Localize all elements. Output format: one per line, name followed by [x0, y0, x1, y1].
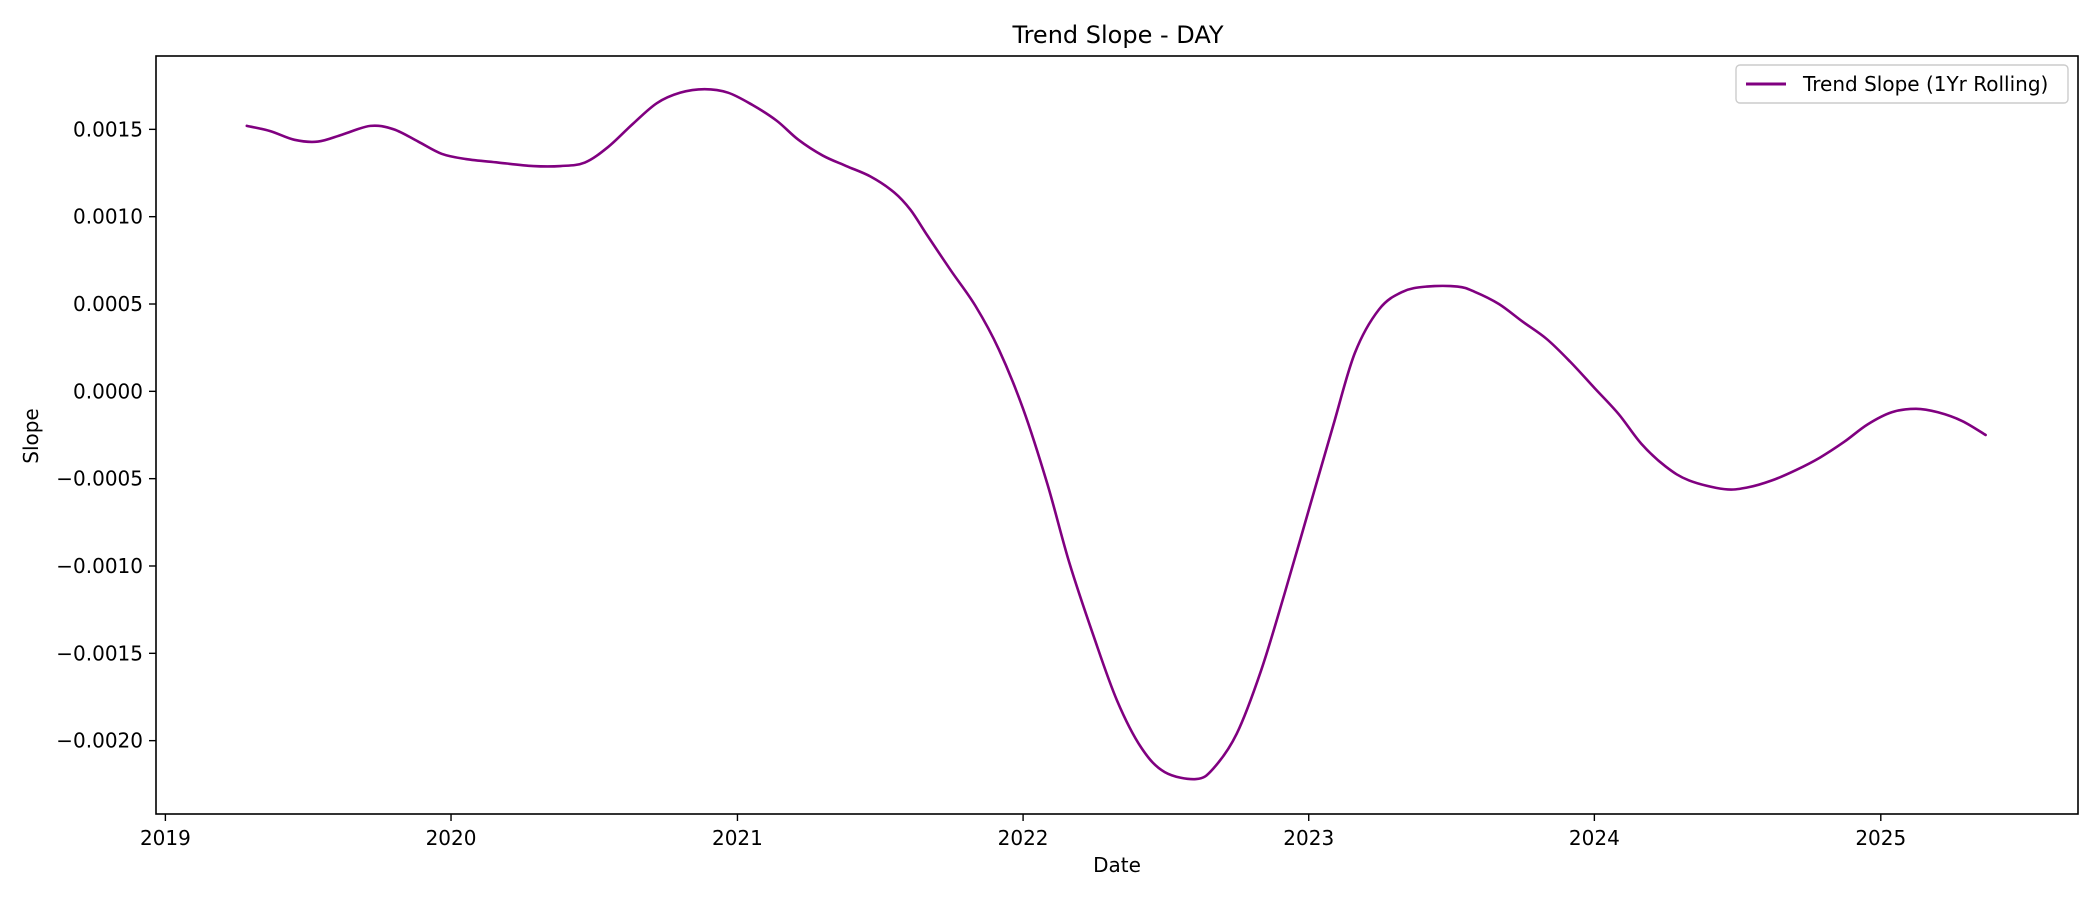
series-line-trend-slope [245, 87, 1987, 781]
x-axis: 2019 2020 2021 2022 2023 2024 2025 [140, 814, 1906, 850]
x-tick-label: 2023 [1283, 826, 1334, 850]
y-tick-label: −0.0005 [56, 467, 143, 491]
y-tick-label: 0.0010 [73, 205, 143, 229]
y-tick-label: 0.0000 [73, 379, 143, 403]
legend: Trend Slope (1Yr Rolling) [1735, 64, 2069, 104]
x-tick-label: 2020 [426, 826, 477, 850]
x-tick-label: 2024 [1569, 826, 1620, 850]
x-tick-label: 2022 [998, 826, 1049, 850]
y-tick-label: 0.0015 [73, 117, 143, 141]
series-layer [245, 87, 1987, 781]
x-axis-label: Date [1093, 853, 1141, 877]
y-tick-label: 0.0005 [73, 292, 143, 316]
plot-area [155, 55, 2079, 815]
x-tick-label: 2019 [140, 826, 191, 850]
legend-label: Trend Slope (1Yr Rolling) [1802, 72, 2048, 96]
plot-frame [155, 55, 2079, 815]
x-tick-label: 2021 [712, 826, 763, 850]
x-tick-label: 2025 [1855, 826, 1906, 850]
y-tick-label: −0.0010 [56, 554, 143, 578]
y-axis: 0.0015 0.0010 0.0005 0.0000 −0.0005 −0.0010 −0… [56, 117, 156, 753]
legend-box [1735, 64, 2069, 104]
y-tick-label: −0.0015 [56, 641, 143, 665]
chart-title: Trend Slope - DAY [1011, 21, 1223, 49]
y-tick-label: −0.0020 [56, 729, 143, 753]
y-axis-label: Slope [19, 408, 43, 464]
